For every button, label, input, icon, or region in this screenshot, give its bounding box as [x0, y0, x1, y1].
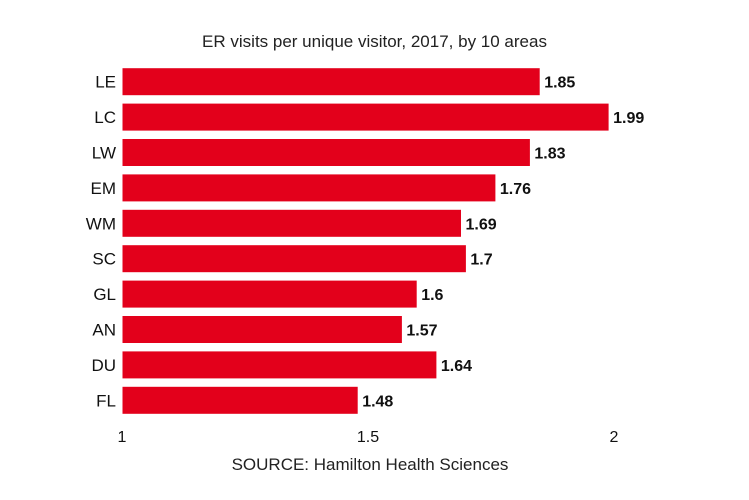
bar-sc: [121, 244, 467, 274]
value-label-an: 1.57: [406, 323, 437, 340]
category-label-le: LE: [95, 73, 116, 92]
category-label-an: AN: [92, 321, 116, 340]
bar-le: [121, 67, 541, 97]
category-label-lw: LW: [92, 144, 116, 163]
category-label-du: DU: [91, 356, 116, 375]
value-label-lw: 1.83: [534, 146, 565, 163]
bar-lw: [121, 138, 531, 167]
category-label-gl: GL: [93, 285, 116, 304]
value-label-du: 1.64: [441, 358, 472, 375]
value-label-em: 1.76: [500, 181, 531, 198]
value-label-gl: 1.6: [421, 287, 443, 304]
x-tick-label: 1: [118, 429, 127, 446]
value-label-lc: 1.99: [613, 110, 644, 127]
x-tick-label: 1.5: [357, 429, 379, 446]
value-label-sc: 1.7: [470, 252, 492, 269]
bar-gl: [121, 279, 418, 309]
value-label-fl: 1.48: [362, 393, 393, 410]
bar-du: [121, 350, 438, 380]
category-label-lc: LC: [94, 108, 116, 127]
category-label-em: EM: [91, 179, 117, 198]
chart-title: ER visits per unique visitor, 2017, by 1…: [202, 32, 547, 51]
bar-an: [121, 315, 403, 344]
bar-fl: [121, 385, 359, 415]
category-label-sc: SC: [92, 250, 116, 269]
bar-lc: [121, 102, 610, 132]
bar-wm: [121, 208, 462, 238]
value-label-wm: 1.69: [466, 216, 497, 233]
bar-em: [121, 173, 497, 203]
value-label-le: 1.85: [544, 75, 575, 92]
x-tick-label: 2: [610, 429, 619, 446]
category-label-fl: FL: [96, 391, 116, 410]
chart-source: SOURCE: Hamilton Health Sciences: [231, 455, 509, 474]
category-label-wm: WM: [86, 214, 116, 233]
